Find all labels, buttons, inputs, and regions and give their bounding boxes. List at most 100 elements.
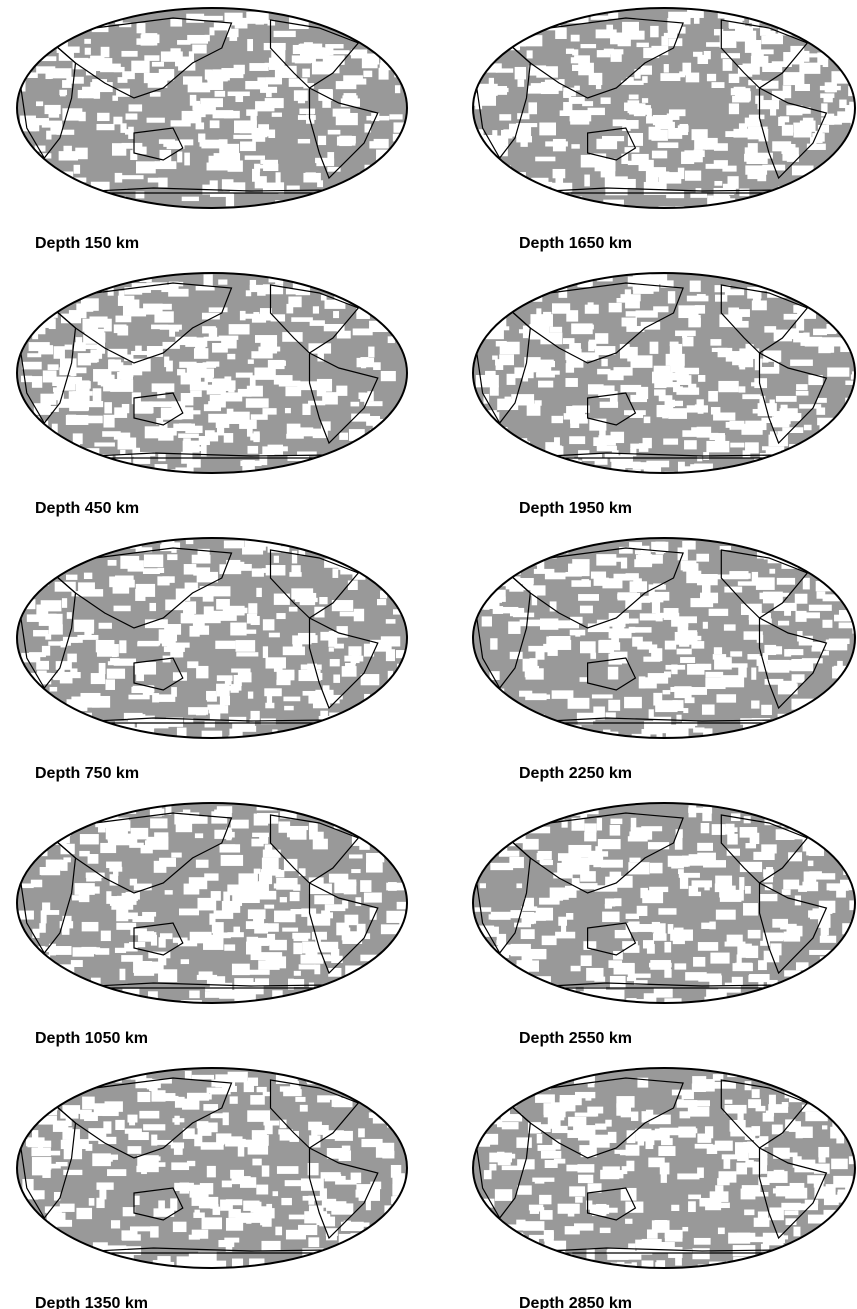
anomaly-patch <box>769 933 787 940</box>
anomaly-patch <box>610 976 626 989</box>
anomaly-patch <box>49 804 60 812</box>
anomaly-patch <box>371 559 388 571</box>
anomaly-patch <box>762 446 784 450</box>
anomaly-patch <box>634 69 640 79</box>
anomaly-patch <box>80 834 99 844</box>
anomaly-patch <box>848 1106 857 1119</box>
anomaly-patch <box>253 431 259 442</box>
anomaly-patch <box>36 661 49 670</box>
anomaly-patch <box>790 986 800 990</box>
anomaly-patch <box>127 1115 137 1123</box>
anomaly-patch <box>181 393 194 405</box>
anomaly-patch <box>555 932 575 939</box>
anomaly-patch <box>400 945 415 951</box>
anomaly-patch <box>351 49 367 58</box>
anomaly-patch <box>671 863 684 869</box>
anomaly-patch <box>497 399 518 410</box>
anomaly-patch <box>806 733 824 743</box>
anomaly-patch <box>491 199 508 205</box>
anomaly-patch <box>84 39 91 44</box>
anomaly-patch <box>387 47 398 54</box>
anomaly-patch <box>113 871 118 876</box>
anomaly-patch <box>838 1233 854 1242</box>
anomaly-patch <box>402 810 421 820</box>
anomaly-patch <box>382 705 404 716</box>
anomaly-patch <box>784 1210 798 1215</box>
anomaly-patch <box>285 1262 301 1271</box>
anomaly-patch <box>67 540 79 548</box>
anomaly-patch <box>661 1172 667 1183</box>
anomaly-patch <box>32 1130 38 1140</box>
anomaly-patch <box>283 697 300 702</box>
anomaly-patch <box>575 1113 597 1117</box>
anomaly-patch <box>846 190 856 199</box>
anomaly-patch <box>125 129 132 134</box>
anomaly-patch <box>110 198 119 211</box>
anomaly-patch <box>22 194 29 205</box>
anomaly-patch <box>299 964 316 969</box>
anomaly-patch <box>507 294 516 306</box>
anomaly-patch <box>613 367 632 375</box>
anomaly-patch <box>151 1090 165 1101</box>
anomaly-patch <box>79 448 100 456</box>
anomaly-patch <box>248 1078 258 1086</box>
anomaly-patch <box>272 729 277 740</box>
anomaly-patch <box>80 58 102 67</box>
anomaly-patch <box>799 554 817 560</box>
anomaly-patch <box>216 416 230 428</box>
anomaly-patch <box>661 613 680 618</box>
anomaly-patch <box>521 989 538 995</box>
anomaly-patch <box>288 296 301 307</box>
anomaly-patch <box>386 1092 401 1101</box>
anomaly-patch <box>844 191 857 203</box>
anomaly-patch <box>391 184 408 191</box>
anomaly-patch <box>600 1170 619 1179</box>
anomaly-patch <box>703 622 708 629</box>
anomaly-patch <box>847 407 857 414</box>
anomaly-patch <box>790 360 813 366</box>
anomaly-patch <box>486 464 504 476</box>
anomaly-patch <box>19 581 28 585</box>
anomaly-patch <box>112 143 126 156</box>
anomaly-patch <box>644 417 651 424</box>
anomaly-patch <box>333 675 340 683</box>
anomaly-patch <box>106 891 111 904</box>
anomaly-patch <box>103 1121 111 1133</box>
anomaly-patch <box>683 563 699 571</box>
anomaly-patch <box>406 1187 428 1195</box>
anomaly-patch <box>646 1110 653 1119</box>
anomaly-patch <box>210 432 218 441</box>
anomaly-patch <box>625 1219 632 1224</box>
anomaly-patch <box>256 588 262 597</box>
anomaly-patch <box>569 1186 585 1196</box>
anomaly-patch <box>689 886 698 892</box>
anomaly-patch <box>706 441 729 452</box>
anomaly-patch <box>318 136 326 145</box>
anomaly-patch <box>299 868 306 876</box>
map <box>17 538 423 746</box>
anomaly-patch <box>730 651 742 656</box>
anomaly-patch <box>497 934 506 945</box>
anomaly-patch <box>268 130 275 138</box>
anomaly-patch <box>216 599 230 610</box>
anomaly-patch <box>23 852 35 857</box>
anomaly-patch <box>808 1243 819 1253</box>
anomaly-patch <box>326 1201 346 1211</box>
anomaly-patch <box>397 598 414 603</box>
anomaly-patch <box>784 649 791 656</box>
anomaly-patch <box>497 21 520 32</box>
anomaly-patch <box>73 454 95 459</box>
anomaly-patch <box>595 333 608 344</box>
anomaly-patch <box>480 699 503 709</box>
anomaly-patch <box>714 188 730 200</box>
anomaly-patch <box>341 981 352 988</box>
anomaly-patch <box>329 205 352 217</box>
anomaly-patch <box>312 932 327 940</box>
anomaly-patch <box>54 1220 72 1227</box>
anomaly-patch <box>203 592 214 601</box>
anomaly-patch <box>257 165 273 169</box>
anomaly-patch <box>374 1100 393 1112</box>
anomaly-patch <box>131 61 149 73</box>
anomaly-patch <box>86 873 105 878</box>
anomaly-patch <box>400 684 408 691</box>
